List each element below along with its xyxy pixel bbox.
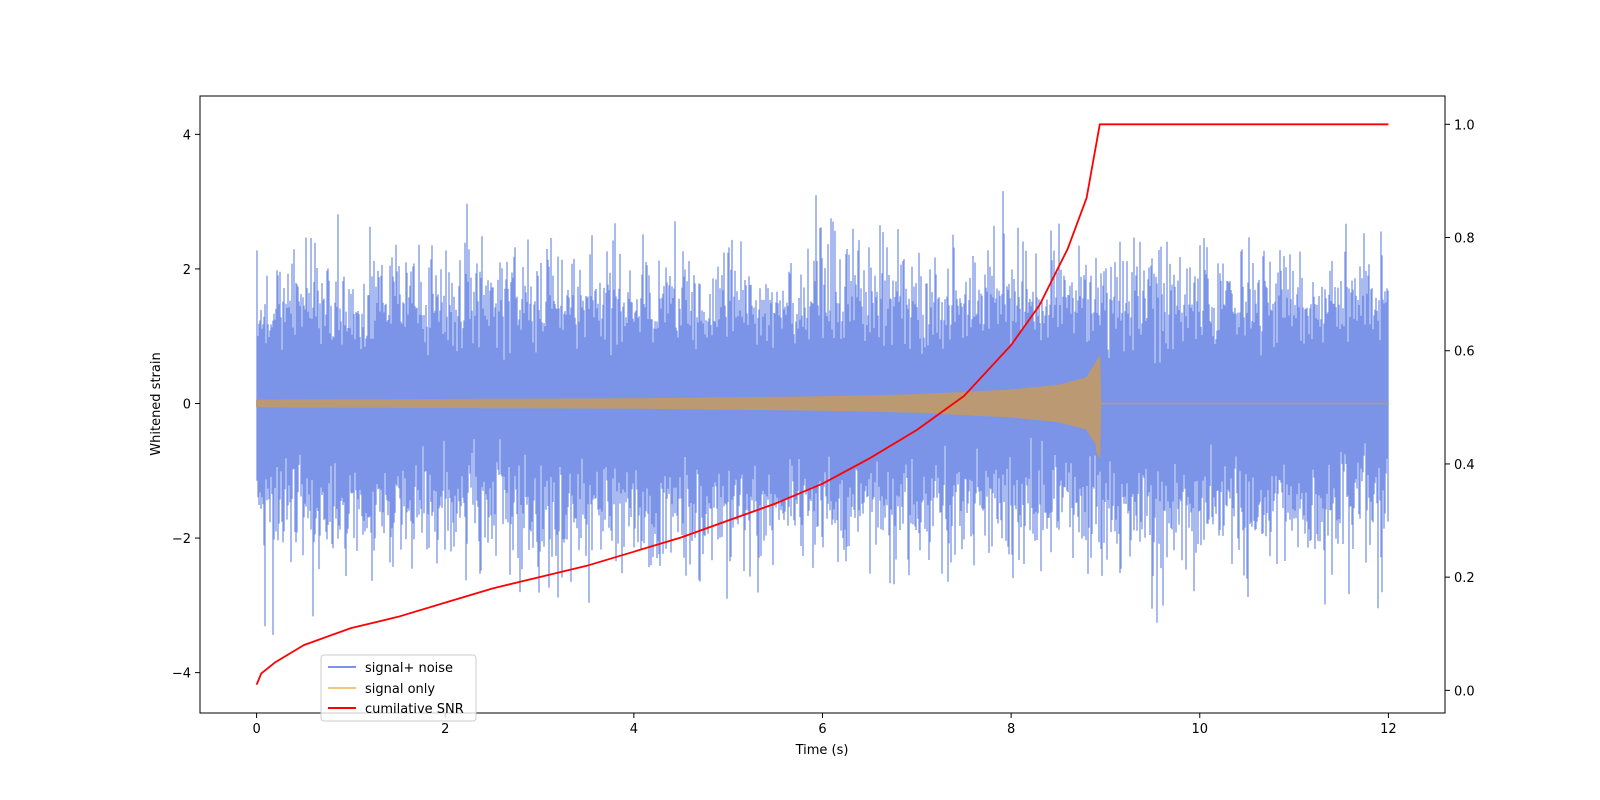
y-right-tick-label: 0.0	[1454, 684, 1475, 699]
legend-label-signal-only: signal only	[365, 682, 435, 697]
y-axis-right: 0.0 0.2 0.4 0.6 0.8 1.0	[1445, 118, 1475, 699]
y-axis-label: Whitened strain	[149, 352, 164, 455]
signal-only-line	[256, 354, 1389, 458]
x-tick-label: 2	[441, 722, 449, 737]
y-tick-label: −2	[172, 532, 191, 547]
legend-label-signal-noise: signal+ noise	[365, 661, 453, 676]
cumulative-snr-series	[255, 123, 1389, 686]
signal-noise-line	[256, 191, 1389, 635]
y-tick-label: −4	[172, 667, 191, 682]
y-tick-label: 4	[183, 128, 191, 143]
y-axis-left: −4 −2 0 2 4	[172, 128, 200, 682]
x-axis-label: Time (s)	[795, 743, 849, 758]
x-tick-label: 8	[1007, 722, 1015, 737]
y-right-tick-label: 0.8	[1454, 232, 1475, 247]
x-tick-label: 4	[630, 722, 638, 737]
x-tick-label: 6	[818, 722, 826, 737]
legend-box	[320, 654, 477, 722]
y-right-tick-label: 0.6	[1454, 345, 1475, 360]
y-right-tick-label: 0.2	[1454, 571, 1475, 586]
x-tick-label: 10	[1191, 722, 1208, 737]
legend: signal+ noise signal only cumilative SNR	[320, 654, 477, 722]
y-right-tick-label: 0.4	[1454, 458, 1475, 473]
x-tick-label: 12	[1380, 722, 1397, 737]
y-right-tick-label: 1.0	[1454, 118, 1475, 133]
x-tick-label: 0	[252, 722, 260, 737]
legend-label-cumulative-snr: cumilative SNR	[365, 702, 464, 717]
y-tick-label: 0	[183, 397, 191, 412]
signal-noise-series	[256, 191, 1389, 635]
signal-only-series	[256, 354, 1389, 458]
cumulative-snr-line	[255, 123, 1389, 686]
y-tick-label: 2	[183, 263, 191, 278]
